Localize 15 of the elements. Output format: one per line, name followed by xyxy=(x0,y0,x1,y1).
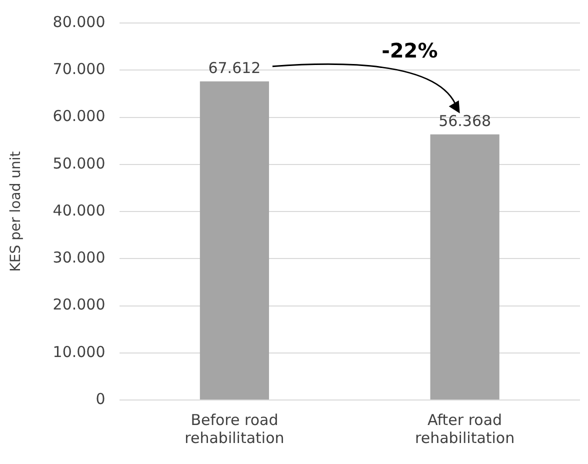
y-tick-label: 70.000 xyxy=(52,60,106,78)
data-label: 67.612 xyxy=(208,58,261,77)
annotation: -22% xyxy=(382,38,438,63)
y-tick-label: 10.000 xyxy=(52,342,106,361)
y-tick-label: 40.000 xyxy=(52,201,106,220)
y-axis-title: KES per load unit xyxy=(8,150,24,272)
x-tick-label: Before road rehabilitation xyxy=(184,410,284,447)
y-tick-label: 60.000 xyxy=(52,107,106,126)
y-tick-label: 80.000 xyxy=(52,12,106,31)
y-tick-label: 30.000 xyxy=(52,248,106,267)
y-tick-label: 20.000 xyxy=(52,296,106,314)
y-tick-label: 0 xyxy=(96,390,106,408)
x-tick-label: After road rehabilitation xyxy=(415,410,515,447)
y-tick-label: 50.000 xyxy=(52,154,106,172)
data-label: 56.368 xyxy=(438,112,492,130)
